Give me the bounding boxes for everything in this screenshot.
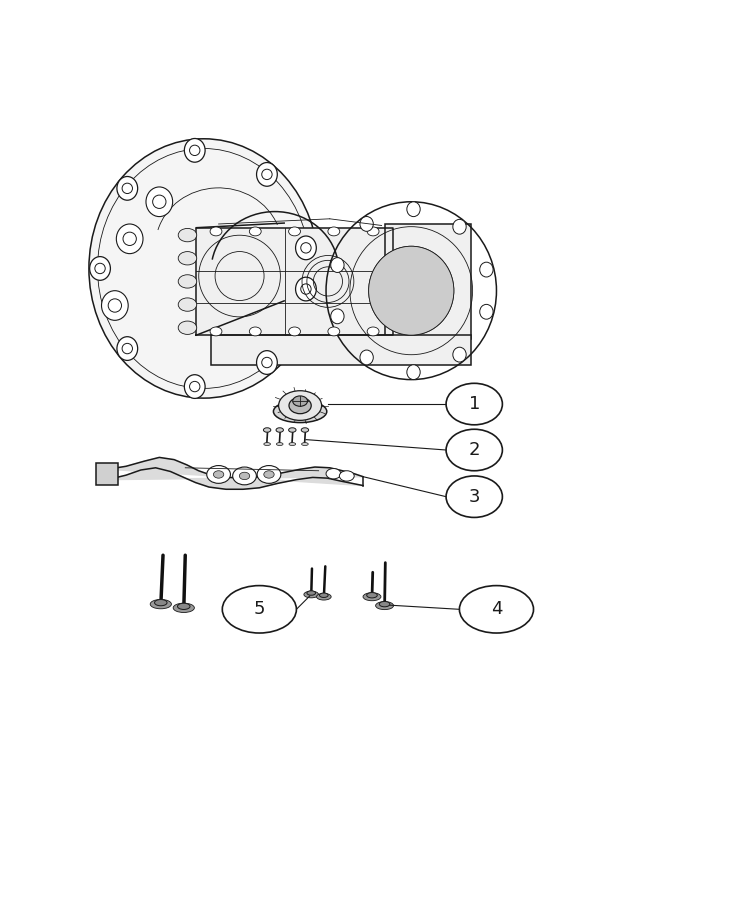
Ellipse shape [368,227,379,236]
Ellipse shape [319,593,328,598]
FancyBboxPatch shape [385,224,471,339]
Text: 5: 5 [253,600,265,618]
Ellipse shape [256,163,277,186]
Ellipse shape [213,471,224,478]
Ellipse shape [289,443,296,446]
Ellipse shape [289,428,296,432]
Ellipse shape [446,429,502,471]
Ellipse shape [239,472,250,480]
Ellipse shape [256,351,277,374]
Ellipse shape [179,321,197,335]
Ellipse shape [185,139,205,162]
Ellipse shape [155,599,167,606]
Ellipse shape [276,428,283,432]
Ellipse shape [328,327,339,336]
Ellipse shape [479,304,493,320]
Ellipse shape [179,252,197,265]
Ellipse shape [279,391,322,420]
Ellipse shape [407,364,420,380]
Ellipse shape [264,443,270,446]
Ellipse shape [326,469,341,479]
Ellipse shape [249,227,262,236]
Ellipse shape [257,465,281,483]
Text: 3: 3 [468,488,480,506]
Ellipse shape [330,309,344,324]
Ellipse shape [233,467,256,485]
Ellipse shape [117,337,138,360]
Ellipse shape [316,593,331,600]
Ellipse shape [330,257,344,273]
Ellipse shape [264,471,274,478]
Ellipse shape [459,586,534,633]
Ellipse shape [360,217,373,231]
Ellipse shape [179,298,197,311]
Ellipse shape [453,347,466,362]
Ellipse shape [363,593,381,600]
Ellipse shape [150,599,171,608]
Polygon shape [196,228,393,335]
Ellipse shape [307,590,316,595]
Ellipse shape [446,476,502,518]
Ellipse shape [368,327,379,336]
Ellipse shape [367,592,377,598]
Ellipse shape [179,229,197,242]
Ellipse shape [289,327,301,336]
Ellipse shape [185,374,205,399]
Ellipse shape [293,396,308,406]
Ellipse shape [369,247,453,335]
Ellipse shape [479,262,493,277]
Ellipse shape [289,227,301,236]
Ellipse shape [407,202,420,217]
Ellipse shape [302,443,308,446]
Ellipse shape [116,224,143,254]
Ellipse shape [89,139,319,398]
Ellipse shape [102,291,128,320]
Ellipse shape [207,465,230,483]
Text: 2: 2 [468,441,480,459]
Ellipse shape [379,601,390,607]
Ellipse shape [360,350,373,365]
Ellipse shape [296,236,316,260]
Ellipse shape [90,256,110,280]
FancyBboxPatch shape [211,335,471,365]
Ellipse shape [446,383,502,425]
Ellipse shape [339,471,354,482]
Ellipse shape [173,603,194,613]
Ellipse shape [301,428,308,432]
Ellipse shape [210,227,222,236]
Ellipse shape [146,187,173,217]
Polygon shape [107,457,363,490]
Ellipse shape [249,327,262,336]
Ellipse shape [264,428,270,432]
Ellipse shape [296,277,316,301]
Ellipse shape [376,601,393,609]
Ellipse shape [179,274,197,288]
FancyBboxPatch shape [96,463,118,485]
Ellipse shape [328,227,339,236]
Ellipse shape [453,220,466,234]
Ellipse shape [276,443,283,446]
Ellipse shape [289,398,311,414]
Ellipse shape [178,603,190,609]
Text: 1: 1 [468,395,480,413]
Text: 4: 4 [491,600,502,618]
Ellipse shape [210,327,222,336]
Ellipse shape [117,176,138,200]
Ellipse shape [304,591,319,598]
Ellipse shape [222,586,296,633]
Ellipse shape [273,400,327,423]
